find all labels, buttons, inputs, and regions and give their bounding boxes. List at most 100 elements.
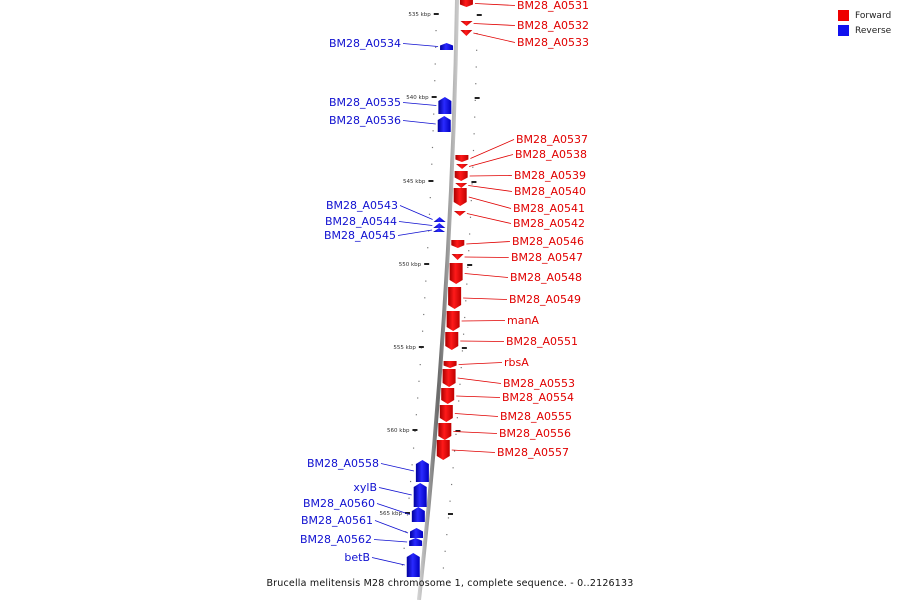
gene-arrow-BM28_A0548[interactable] [449, 263, 463, 284]
gene-label[interactable]: BM28_A0540 [514, 185, 586, 198]
gene-label[interactable]: BM28_A0546 [512, 235, 584, 248]
gene-label[interactable]: BM28_A0533 [517, 36, 589, 49]
gene-arrow-BM28_A0539[interactable] [454, 171, 468, 181]
position-dot [400, 581, 402, 583]
gene-arrow-BM28_A0533[interactable] [460, 30, 473, 36]
gene-label[interactable]: BM28_A0538 [515, 148, 587, 161]
gene-label[interactable]: BM28_A0554 [502, 391, 574, 404]
leader-line [398, 221, 433, 226]
gene-arrow-BM28_A0541[interactable] [453, 188, 467, 206]
gene-arrow-BM28_A0555[interactable] [439, 405, 453, 422]
gene-arrow-BM28_A0562[interactable] [409, 538, 423, 546]
position-dot [476, 49, 478, 51]
legend-item-forward: Forward [838, 8, 891, 23]
gene-arrow-BM28_A0537[interactable] [455, 155, 469, 162]
gene-arrow-BM28_A0547[interactable] [451, 254, 464, 260]
leader-line [474, 3, 516, 6]
gene-label[interactable]: BM28_A0548 [510, 271, 582, 284]
gene-label[interactable]: BM28_A0555 [500, 410, 572, 423]
leader-line [454, 413, 499, 417]
gene-arrow-BM28_A0535[interactable] [438, 97, 452, 114]
gene-label[interactable]: BM28_A0536 [329, 114, 401, 127]
gene-label[interactable]: BM28_A0561 [301, 514, 373, 527]
gene-arrow-BM28_A0542[interactable] [453, 211, 466, 216]
scale-tick-mark [476, 14, 482, 16]
scale-tick-mark [471, 181, 477, 183]
gene-label[interactable]: BM28_A0551 [506, 335, 578, 348]
gene-arrow-BM28_A0536[interactable] [437, 116, 451, 132]
gene-arrow-BM28_A0532[interactable] [460, 21, 473, 26]
gene-label[interactable]: BM28_A0543 [326, 199, 398, 212]
leader-line [371, 557, 405, 566]
gene-label[interactable]: BM28_A0531 [517, 0, 589, 12]
gene-label[interactable]: betB [344, 551, 370, 564]
gene-arrow-rbsA[interactable] [443, 361, 457, 368]
scale-tick-label: 545 kbp [403, 179, 426, 185]
position-dot [418, 380, 420, 382]
gene-arrow-BM28_A0538[interactable] [456, 164, 469, 169]
gene-arrow-BM28_A0554[interactable] [441, 388, 455, 404]
position-dot [475, 66, 477, 68]
gene-arrow-BM28_A0557[interactable] [436, 440, 450, 460]
gene-arrow-BM28_A0534[interactable] [440, 43, 454, 50]
gene-label[interactable]: BM28_A0549 [509, 293, 581, 306]
gene-arrow-BM28_A0544[interactable] [433, 223, 446, 228]
gene-arrow-BM28_A0558[interactable] [415, 460, 429, 482]
gene-arrow-manA[interactable] [446, 311, 460, 331]
gene-arrow-BM28_A0545[interactable] [433, 228, 446, 232]
position-dot [474, 99, 476, 101]
scale-tick-label: 560 kbp [387, 428, 410, 434]
position-dot [444, 550, 446, 552]
gene-label[interactable]: BM28_A0542 [513, 217, 585, 230]
gene-label[interactable]: BM28_A0558 [307, 457, 379, 470]
gene-arrow-BM28_A0540[interactable] [455, 183, 468, 188]
gene-arrow-BM28_A0549[interactable] [448, 287, 462, 309]
position-dot [405, 531, 407, 533]
gene-label[interactable]: rbsA [504, 356, 529, 369]
gene-label[interactable]: BM28_A0557 [497, 446, 569, 459]
gene-label[interactable]: BM28_A0532 [517, 19, 589, 32]
gene-label[interactable]: BM28_A0539 [514, 169, 586, 182]
gene-label[interactable]: BM28_A0547 [511, 251, 583, 264]
gene-label[interactable]: BM28_A0541 [513, 202, 585, 215]
gene-label[interactable]: BM28_A0534 [329, 37, 401, 50]
gene-label[interactable]: xylB [353, 481, 377, 494]
gene-label[interactable]: manA [507, 314, 539, 327]
gene-arrow-BM28_A0551[interactable] [445, 332, 459, 350]
scale-tick-mark [461, 347, 467, 349]
gene-arrow-BM28_A0546[interactable] [451, 240, 465, 248]
gene-label[interactable]: BM28_A0560 [303, 497, 375, 510]
position-dot [472, 149, 475, 152]
gene-arrow-BM28_A0553[interactable] [442, 369, 456, 387]
gene-label[interactable]: BM28_A0556 [499, 427, 571, 440]
position-dot [408, 497, 410, 499]
scale-tick-mark [447, 513, 453, 515]
position-dot [431, 146, 434, 149]
gene-label[interactable]: BM28_A0535 [329, 96, 401, 109]
position-dot [473, 133, 475, 135]
position-dot [469, 216, 472, 218]
gene-label[interactable]: BM28_A0553 [503, 377, 575, 390]
gene-label[interactable]: BM28_A0544 [325, 215, 397, 228]
gene-label[interactable]: BM28_A0562 [300, 533, 372, 546]
gene-arrow-BM28_A0543[interactable] [433, 217, 446, 222]
gene-arrow-betB[interactable] [406, 553, 420, 577]
position-dot [466, 283, 468, 285]
gene-label[interactable]: BM28_A0537 [516, 133, 588, 146]
scale-tick-mark [431, 96, 437, 98]
gene-arrow-BM28_A0531[interactable] [459, 0, 473, 7]
leader-line [473, 32, 516, 43]
gene-arrow-BM28_A0556[interactable] [438, 423, 452, 440]
gene-arrow-xylB[interactable] [413, 483, 427, 507]
legend-reverse-label: Reverse [855, 25, 892, 36]
gene-arrow-BM28_A0560[interactable] [411, 507, 425, 522]
position-dot [470, 200, 472, 202]
position-dot [461, 350, 464, 352]
position-dot [434, 80, 436, 82]
position-dot [406, 514, 409, 516]
leader-line [457, 377, 502, 384]
scale-tick-mark [412, 429, 418, 431]
gene-arrow-BM28_A0561[interactable] [410, 528, 424, 538]
gene-label[interactable]: BM28_A0545 [324, 229, 396, 242]
